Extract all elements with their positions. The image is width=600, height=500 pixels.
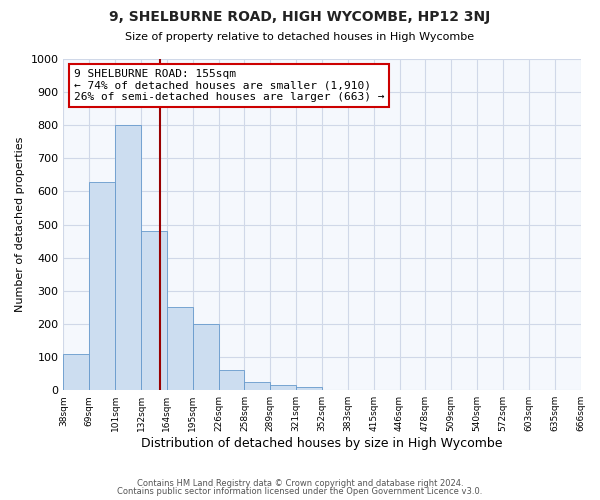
Bar (89, 182, 115, 390)
Bar (296, 387, 322, 390)
Bar (193, 324, 218, 390)
Text: Contains HM Land Registry data © Crown copyright and database right 2024.: Contains HM Land Registry data © Crown c… (137, 478, 463, 488)
Text: Size of property relative to detached houses in High Wycombe: Size of property relative to detached ho… (125, 32, 475, 42)
Bar (64, 354, 89, 390)
Bar (115, 125, 141, 390)
Bar (270, 385, 296, 390)
Bar (167, 308, 193, 390)
Y-axis label: Number of detached properties: Number of detached properties (15, 137, 25, 312)
Text: 9, SHELBURNE ROAD, HIGH WYCOMBE, HP12 3NJ: 9, SHELBURNE ROAD, HIGH WYCOMBE, HP12 3N… (109, 10, 491, 24)
Text: Contains public sector information licensed under the Open Government Licence v3: Contains public sector information licen… (118, 487, 482, 496)
X-axis label: Distribution of detached houses by size in High Wycombe: Distribution of detached houses by size … (141, 437, 503, 450)
Bar (244, 382, 270, 390)
Text: 9 SHELBURNE ROAD: 155sqm
← 74% of detached houses are smaller (1,910)
26% of sem: 9 SHELBURNE ROAD: 155sqm ← 74% of detach… (74, 69, 384, 102)
Bar (141, 231, 167, 390)
Bar (218, 370, 244, 390)
